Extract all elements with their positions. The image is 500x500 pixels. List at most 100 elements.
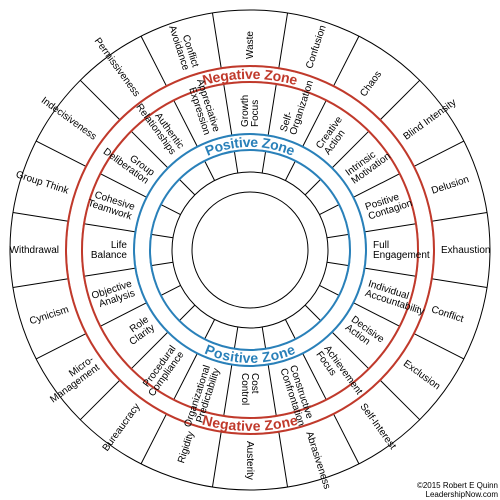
svg-text:Abrasiveness: Abrasiveness (303, 430, 332, 490)
positive-zone-label: Positive Zone (203, 134, 298, 159)
inner-label: RoleClarity (122, 314, 158, 348)
svg-text:ConflictAvoidance: ConflictAvoidance (166, 21, 200, 72)
svg-text:LifeBalance: LifeBalance (91, 240, 128, 261)
outer-divider (13, 212, 68, 221)
tick (205, 319, 215, 339)
outer-divider (334, 414, 359, 464)
svg-text:Confusion: Confusion (304, 24, 328, 70)
tick (161, 205, 181, 215)
outer-divider (432, 279, 487, 288)
svg-text:Group Think: Group Think (14, 169, 71, 197)
tick (262, 327, 265, 349)
outer-divider (212, 432, 221, 487)
tick (319, 285, 339, 295)
svg-text:Rigidity: Rigidity (176, 430, 197, 465)
outer-divider (80, 380, 120, 420)
inner-label: ObjectiveAnalysis (90, 278, 137, 311)
outer-label: Chaos (358, 69, 384, 99)
outer-label: Exhaustion (441, 245, 490, 256)
outer-divider (432, 212, 487, 221)
inner-label: PositiveContagion (364, 188, 414, 222)
outer-divider (36, 141, 86, 166)
outer-label: Group Think (14, 169, 71, 197)
outer-label: ConflictAvoidance (166, 21, 200, 72)
outer-divider (380, 80, 420, 120)
mid-divider (268, 84, 276, 135)
svg-text:Exclusion: Exclusion (401, 358, 442, 392)
svg-text:RoleClarity: RoleClarity (122, 314, 158, 348)
outer-divider (279, 432, 288, 487)
svg-text:Micro-Management: Micro-Management (42, 354, 102, 405)
svg-text:ObjectiveAnalysis: ObjectiveAnalysis (90, 278, 137, 311)
mid-divider (365, 224, 416, 232)
mid-divider (268, 365, 276, 416)
tick (234, 151, 237, 173)
outer-label: Exclusion (401, 358, 442, 392)
inner-label: CohesiveTeamwork (86, 188, 137, 222)
svg-text:Austerity: Austerity (244, 441, 255, 480)
svg-text:Bureaucracy: Bureaucracy (101, 402, 143, 454)
outer-label: Cynicism (28, 304, 70, 327)
outer-divider (141, 36, 166, 86)
inner-label: LifeBalance (91, 240, 128, 261)
inner-label: CreativeAction (314, 114, 353, 157)
svg-text:PositiveContagion: PositiveContagion (364, 188, 414, 222)
tick (319, 205, 339, 215)
outer-divider (414, 141, 464, 166)
tick (151, 234, 173, 237)
tick-ring (172, 172, 328, 328)
svg-text:Conflict: Conflict (430, 304, 465, 325)
mid-divider (84, 224, 135, 232)
outer-label: Indecisiveness (39, 95, 99, 142)
outer-divider (279, 13, 288, 68)
outer-label: Withdrawal (10, 245, 59, 256)
tick (327, 234, 349, 237)
outer-label: Micro-Management (42, 354, 102, 405)
mid-divider (84, 268, 135, 276)
svg-text:Cynicism: Cynicism (28, 304, 70, 327)
svg-text:Delusion: Delusion (430, 174, 470, 196)
tick (234, 327, 237, 349)
mid-divider (224, 84, 232, 135)
svg-text:GrowthFocus: GrowthFocus (240, 95, 261, 127)
tick (205, 161, 215, 181)
outer-label: Abrasiveness (303, 430, 332, 490)
credit: ©2015 Robert E QuinnLeadershipNow.com (417, 481, 498, 499)
outer-divider (380, 380, 420, 420)
svg-text:Blind Intensity: Blind Intensity (402, 97, 459, 142)
outer-divider (13, 279, 68, 288)
svg-text:CostControl: CostControl (239, 373, 260, 405)
svg-text:CohesiveTeamwork: CohesiveTeamwork (86, 188, 137, 222)
outer-divider (141, 414, 166, 464)
svg-text:Waste: Waste (245, 31, 256, 59)
outer-label: Permissiveness (92, 36, 142, 99)
inner-label: GrowthFocus (240, 95, 261, 127)
svg-text:CreativeAction: CreativeAction (314, 114, 353, 157)
outer-label: Confusion (304, 24, 328, 70)
negative-zone-label: Negative Zone (201, 66, 300, 88)
outer-divider (36, 334, 86, 359)
outer-label: Rigidity (176, 430, 197, 465)
tick (262, 151, 265, 173)
outer-divider (334, 36, 359, 86)
svg-text:Withdrawal: Withdrawal (10, 245, 59, 256)
outer-divider (212, 13, 221, 68)
outer-label: Waste (245, 31, 256, 59)
negative-zone-label: Negative Zone (201, 412, 300, 434)
mid-divider (365, 268, 416, 276)
tick (179, 305, 195, 321)
outer-label: Conflict (430, 304, 465, 325)
outer-label: Delusion (430, 174, 470, 196)
outer-divider (414, 334, 464, 359)
tick (305, 179, 321, 195)
tick (151, 262, 173, 265)
svg-text:Indecisiveness: Indecisiveness (39, 95, 99, 142)
tick (285, 319, 295, 339)
inner-label: DecisiveAction (343, 314, 386, 353)
svg-text:Chaos: Chaos (358, 69, 384, 99)
tick (179, 179, 195, 195)
inner-label: CostControl (239, 373, 260, 405)
svg-text:DecisiveAction: DecisiveAction (343, 314, 386, 353)
competing-values-wheel: Negative Zone Negative Zone Positive Zone P… (0, 0, 500, 500)
svg-text:Self-Interest: Self-Interest (357, 402, 398, 452)
